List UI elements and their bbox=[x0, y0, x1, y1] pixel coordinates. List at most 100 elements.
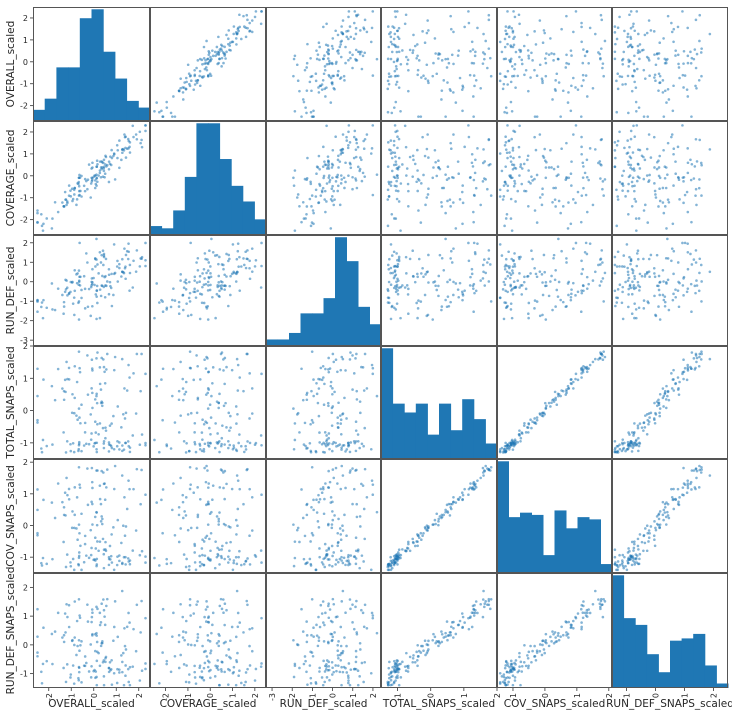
scatter-point bbox=[173, 115, 177, 118]
scatter-point bbox=[693, 368, 697, 371]
panel-1-0 bbox=[33, 121, 150, 235]
scatter-point bbox=[214, 664, 217, 668]
scatter-point bbox=[506, 42, 509, 46]
scatter-point bbox=[541, 41, 545, 44]
scatter-point bbox=[585, 158, 589, 162]
scatter-point bbox=[545, 52, 548, 55]
scatter-point bbox=[95, 401, 99, 405]
scatter-point bbox=[572, 247, 575, 250]
scatter-point bbox=[236, 242, 240, 245]
scatter-point bbox=[511, 146, 515, 150]
scatter-point bbox=[375, 631, 379, 635]
scatter-point bbox=[602, 74, 605, 78]
scatter-point bbox=[296, 79, 300, 83]
scatter-point bbox=[450, 261, 454, 264]
scatter-point bbox=[479, 279, 482, 282]
scatter-point bbox=[327, 558, 331, 561]
scatter-point bbox=[432, 61, 435, 65]
scatter-point bbox=[327, 59, 331, 63]
scatter-point bbox=[458, 619, 462, 623]
scatter-point bbox=[305, 447, 308, 450]
scatter-point bbox=[77, 598, 81, 601]
scatter-point bbox=[219, 668, 223, 671]
scatter-point bbox=[386, 289, 390, 293]
panel-frame bbox=[33, 235, 150, 346]
scatter-point bbox=[513, 676, 517, 679]
scatter-point bbox=[122, 149, 126, 152]
scatter-point bbox=[338, 160, 342, 163]
hist-bar bbox=[693, 633, 706, 688]
scatter-point bbox=[504, 301, 508, 305]
scatter-point bbox=[487, 603, 491, 607]
scatter-point bbox=[315, 511, 319, 514]
scatter-point bbox=[77, 407, 81, 410]
scatter-point bbox=[322, 621, 325, 624]
scatter-point bbox=[682, 62, 685, 65]
scatter-point bbox=[73, 486, 77, 489]
scatter-point bbox=[670, 135, 673, 139]
scatter-point bbox=[500, 446, 504, 450]
scatter-point bbox=[72, 296, 76, 299]
scatter-point bbox=[630, 267, 634, 271]
scatter-point bbox=[463, 487, 466, 491]
scatter-point bbox=[424, 77, 427, 80]
scatter-point bbox=[62, 431, 65, 434]
scatter-point bbox=[124, 664, 127, 667]
scatter-point bbox=[581, 611, 585, 615]
scatter-point bbox=[567, 62, 571, 66]
scatter-point bbox=[658, 526, 662, 529]
scatter-point bbox=[647, 270, 651, 273]
scatter-point bbox=[648, 275, 651, 279]
scatter-point bbox=[386, 165, 390, 168]
scatter-point bbox=[632, 62, 636, 66]
scatter-point bbox=[672, 249, 676, 253]
scatter-point bbox=[629, 554, 633, 558]
scatter-point bbox=[122, 448, 126, 451]
scatter-point bbox=[498, 671, 502, 675]
scatter-point bbox=[503, 666, 507, 670]
scatter-point bbox=[144, 561, 147, 564]
scatter-point bbox=[126, 440, 130, 443]
x-tick-label: 2 bbox=[135, 693, 144, 698]
scatter-point bbox=[633, 431, 636, 434]
scatter-point bbox=[308, 80, 312, 84]
scatter-point bbox=[621, 184, 625, 187]
scatter-point bbox=[597, 263, 600, 267]
scatter-point bbox=[330, 544, 334, 548]
scatter-point bbox=[95, 640, 99, 644]
scatter-point bbox=[236, 389, 240, 392]
scatter-point bbox=[463, 145, 466, 149]
scatter-point bbox=[389, 317, 393, 321]
scatter-point bbox=[657, 403, 661, 407]
scatter-point bbox=[474, 289, 478, 293]
scatter-point bbox=[202, 650, 206, 654]
scatter-point bbox=[245, 599, 249, 603]
scatter-point bbox=[601, 62, 605, 65]
scatter-point bbox=[216, 665, 219, 668]
scatter-point bbox=[396, 10, 399, 13]
scatter-point bbox=[346, 146, 350, 150]
scatter-point bbox=[77, 562, 80, 566]
scatter-point bbox=[519, 439, 522, 443]
scatter-point bbox=[321, 57, 325, 61]
scatter-point bbox=[533, 135, 536, 139]
scatter-point bbox=[232, 25, 236, 28]
scatter-point bbox=[509, 662, 513, 666]
scatter-point bbox=[419, 115, 423, 118]
scatter-point bbox=[358, 675, 361, 678]
scatter-point bbox=[116, 555, 119, 558]
scatter-point bbox=[77, 676, 80, 680]
scatter-point bbox=[217, 520, 221, 523]
scatter-point bbox=[206, 665, 210, 669]
scatter-point bbox=[103, 382, 107, 385]
scatter-point bbox=[259, 286, 263, 289]
panel-frame bbox=[33, 346, 150, 459]
scatter-point bbox=[336, 615, 339, 618]
scatter-point bbox=[204, 480, 208, 484]
scatter-point bbox=[102, 552, 106, 556]
scatter-point bbox=[498, 296, 502, 299]
scatter-point bbox=[621, 438, 625, 441]
scatter-point bbox=[369, 568, 373, 572]
scatter-point bbox=[686, 363, 689, 367]
scatter-point bbox=[585, 615, 589, 618]
